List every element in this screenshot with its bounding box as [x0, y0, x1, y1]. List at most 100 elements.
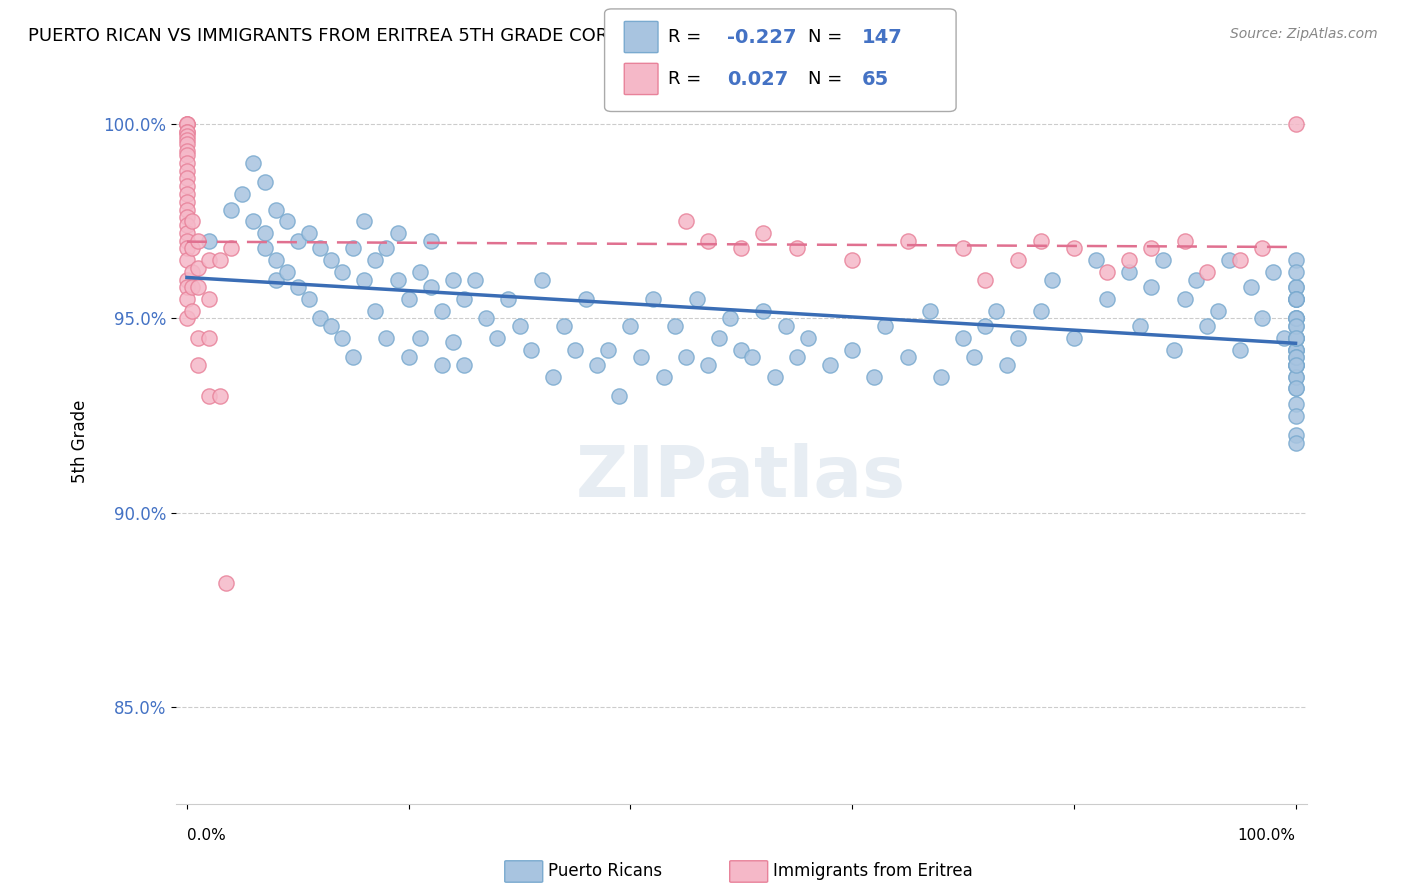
Point — [375, 242, 398, 256]
Point — [1284, 311, 1306, 326]
Text: 147: 147 — [862, 28, 903, 47]
Text: N =: N = — [808, 70, 848, 88]
Point — [1229, 253, 1251, 268]
Point — [1284, 292, 1306, 306]
Point — [1152, 253, 1174, 268]
Point — [398, 351, 420, 365]
Point — [697, 358, 720, 372]
Point — [1284, 331, 1306, 345]
Point — [530, 272, 553, 286]
Point — [187, 234, 209, 248]
Point — [176, 145, 198, 159]
Point — [242, 156, 264, 170]
Point — [264, 272, 287, 286]
Point — [1284, 311, 1306, 326]
Point — [918, 303, 941, 318]
Point — [741, 351, 763, 365]
Point — [176, 128, 198, 143]
Point — [1284, 369, 1306, 384]
Point — [896, 351, 918, 365]
Point — [652, 369, 675, 384]
Point — [1284, 381, 1306, 395]
Point — [752, 303, 775, 318]
Point — [176, 179, 198, 194]
Point — [181, 214, 204, 228]
Point — [453, 292, 475, 306]
Point — [181, 303, 204, 318]
Point — [409, 265, 432, 279]
Point — [841, 343, 863, 357]
Point — [176, 163, 198, 178]
Point — [1095, 292, 1118, 306]
Point — [176, 133, 198, 147]
Point — [181, 280, 204, 294]
Point — [176, 292, 198, 306]
Point — [198, 331, 221, 345]
Text: ZIPatlas: ZIPatlas — [576, 442, 907, 512]
Point — [176, 202, 198, 217]
Point — [187, 260, 209, 275]
Point — [1284, 280, 1306, 294]
Point — [1284, 343, 1306, 357]
Point — [1284, 428, 1306, 442]
Point — [176, 156, 198, 170]
Point — [641, 292, 664, 306]
Point — [718, 311, 741, 326]
Point — [1284, 381, 1306, 395]
Point — [1140, 280, 1163, 294]
Point — [441, 334, 464, 349]
Point — [1284, 358, 1306, 372]
Point — [963, 351, 986, 365]
Point — [387, 272, 409, 286]
Point — [387, 226, 409, 240]
Point — [176, 125, 198, 139]
Point — [219, 242, 242, 256]
Point — [353, 272, 375, 286]
Point — [464, 272, 486, 286]
Point — [519, 343, 541, 357]
Point — [1029, 234, 1052, 248]
Point — [486, 331, 509, 345]
Point — [209, 253, 232, 268]
Point — [215, 575, 238, 590]
Point — [176, 117, 198, 131]
Text: Puerto Ricans: Puerto Ricans — [548, 863, 662, 880]
Point — [686, 292, 709, 306]
Point — [1284, 369, 1306, 384]
Point — [198, 389, 221, 403]
Point — [253, 226, 276, 240]
Point — [187, 331, 209, 345]
Point — [1195, 265, 1218, 279]
Point — [398, 292, 420, 306]
Point — [181, 265, 204, 279]
Point — [664, 319, 686, 334]
Point — [1163, 343, 1185, 357]
Point — [319, 319, 342, 334]
Point — [1284, 397, 1306, 411]
Point — [1140, 242, 1163, 256]
Point — [1284, 117, 1306, 131]
Point — [181, 242, 204, 256]
Point — [952, 242, 974, 256]
Point — [498, 292, 520, 306]
Point — [1284, 311, 1306, 326]
Point — [1284, 265, 1306, 279]
Point — [1007, 331, 1029, 345]
Point — [697, 234, 720, 248]
Point — [264, 253, 287, 268]
Point — [575, 292, 598, 306]
Point — [176, 218, 198, 232]
Point — [319, 253, 342, 268]
Point — [353, 214, 375, 228]
Point — [1284, 311, 1306, 326]
Point — [675, 214, 697, 228]
Point — [1251, 311, 1274, 326]
Point — [441, 272, 464, 286]
Point — [242, 214, 264, 228]
Point — [419, 234, 441, 248]
Point — [1184, 272, 1206, 286]
Point — [986, 303, 1008, 318]
Point — [1129, 319, 1152, 334]
Point — [1174, 234, 1197, 248]
Point — [1195, 319, 1218, 334]
